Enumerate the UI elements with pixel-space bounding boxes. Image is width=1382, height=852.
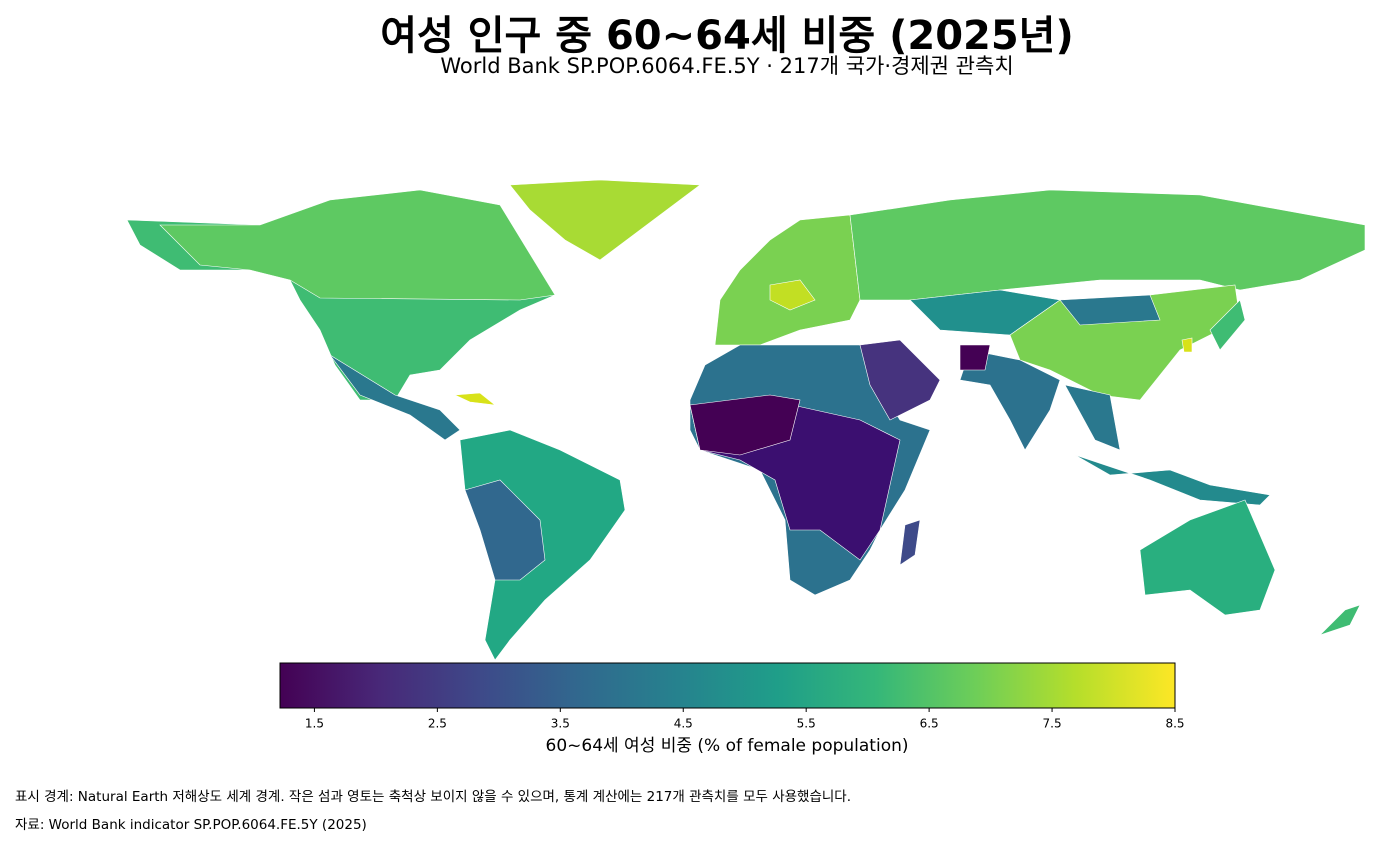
source: 자료: World Bank indicator SP.POP.6064.FE.… bbox=[15, 817, 367, 833]
korea bbox=[1181, 337, 1193, 353]
europe bbox=[714, 214, 861, 346]
tick-label: 2.5 bbox=[428, 717, 447, 731]
japan bbox=[1209, 299, 1246, 351]
west-africa bbox=[689, 394, 801, 456]
greenland bbox=[509, 179, 701, 261]
tick-label: 1.5 bbox=[305, 717, 324, 731]
note: 표시 경계: Natural Earth 저해상도 세계 경계. 작은 섬과 영… bbox=[15, 789, 851, 805]
chart-subtitle: World Bank SP.POP.6064.FE.5Y · 217개 국가·경… bbox=[440, 54, 1013, 78]
chart-title: 여성 인구 중 60~64세 비중 (2025년) bbox=[380, 13, 1074, 59]
colorbar-label: 60~64세 여성 비중 (% of female population) bbox=[546, 736, 909, 756]
mongolia bbox=[1059, 294, 1161, 326]
southeast-asia bbox=[1064, 384, 1121, 451]
new-zealand bbox=[1319, 604, 1361, 636]
tick-label: 8.5 bbox=[1165, 717, 1184, 731]
canada bbox=[159, 189, 556, 301]
andes-region bbox=[464, 479, 546, 581]
russia bbox=[849, 189, 1366, 301]
afghanistan bbox=[959, 344, 991, 371]
tick-label: 3.5 bbox=[551, 717, 570, 731]
tick-label: 5.5 bbox=[797, 717, 816, 731]
cuba bbox=[453, 392, 497, 406]
central-america bbox=[329, 354, 461, 441]
madagascar bbox=[899, 519, 921, 566]
middle-east bbox=[859, 339, 941, 421]
australia bbox=[1139, 499, 1276, 616]
colorbar bbox=[279, 662, 1176, 709]
tick-label: 4.5 bbox=[674, 717, 693, 731]
colorbar-ticks: 1.5 2.5 3.5 4.5 5.5 6.5 7.5 8.5 bbox=[305, 708, 1185, 731]
central-europe bbox=[769, 279, 816, 311]
tick-label: 6.5 bbox=[920, 717, 939, 731]
india bbox=[959, 349, 1061, 451]
indonesia bbox=[1074, 454, 1271, 506]
tick-label: 7.5 bbox=[1043, 717, 1062, 731]
world-map bbox=[126, 179, 1366, 661]
